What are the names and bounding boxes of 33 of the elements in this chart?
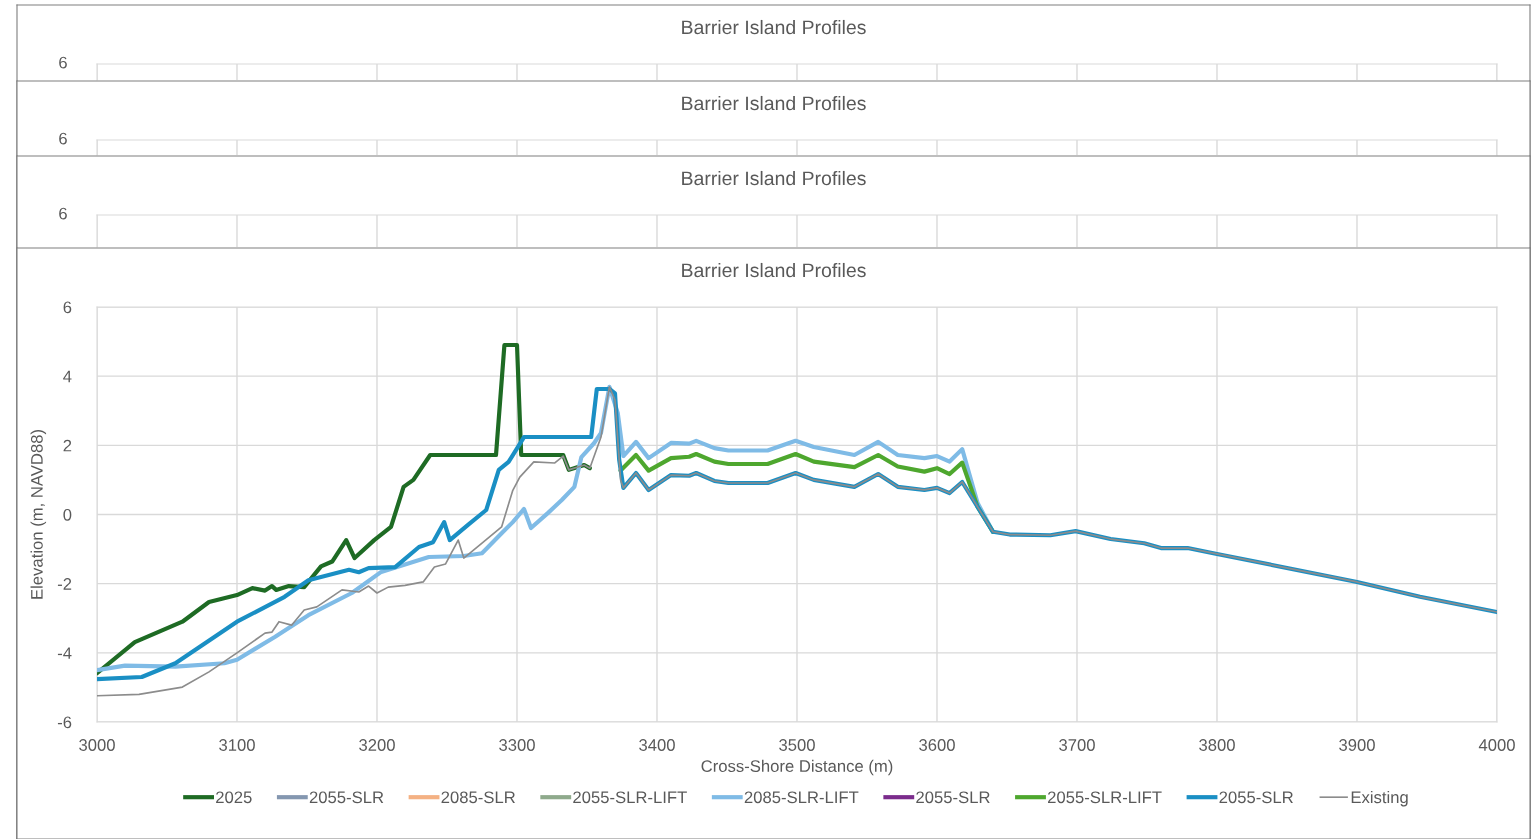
y-axis-title: Elevation (m, NAVD88) xyxy=(30,430,47,599)
x-tick-label: 3100 xyxy=(219,739,255,751)
x-tick-label: 3800 xyxy=(1199,739,1235,751)
legend-label: Existing xyxy=(1351,790,1408,807)
x-tick-label: 3400 xyxy=(639,739,675,751)
x-axis-title: Cross-Shore Distance (m) xyxy=(701,759,893,776)
y-tick-label: -6 xyxy=(57,716,72,729)
legend-label: 2055-SLR-LIFT xyxy=(573,791,687,804)
y-tick-label: 6 xyxy=(63,301,72,314)
text: Barrier Island Profiles xyxy=(682,95,866,111)
y-tick-label: 2 xyxy=(63,439,72,452)
legend-label: 2085-SLR-LIFT xyxy=(744,791,859,804)
y-tick-label: -2 xyxy=(57,578,72,590)
x-tick-label: 3700 xyxy=(1059,739,1095,751)
text: Barrier Island Profiles xyxy=(682,19,866,35)
x-tick-label: 3500 xyxy=(779,739,815,751)
x-tick-label: 3000 xyxy=(79,739,115,751)
y-tick-label: 0 xyxy=(63,508,72,521)
chart-title: Barrier Island Profiles xyxy=(682,262,866,278)
legend-label: 2085-SLR xyxy=(441,791,515,804)
legend-label: 2025 xyxy=(216,791,252,804)
legend-label: 2055-SLR xyxy=(1219,791,1293,804)
legend-label: 2055-SLR-LIFT xyxy=(1048,791,1162,804)
x-tick-label: 3200 xyxy=(359,739,395,751)
x-tick-label: 3900 xyxy=(1339,739,1375,751)
legend-label: 2055-SLR xyxy=(916,791,990,804)
x-tick-label: 3600 xyxy=(919,739,955,751)
x-tick-label: 4000 xyxy=(1478,739,1515,751)
text: Barrier Island Profiles xyxy=(682,170,866,186)
x-tick-label: 3300 xyxy=(499,739,535,751)
legend-label: 2055-SLR xyxy=(309,791,384,804)
y-tick-label: 4 xyxy=(63,370,72,383)
y-tick-label: -4 xyxy=(57,647,72,659)
